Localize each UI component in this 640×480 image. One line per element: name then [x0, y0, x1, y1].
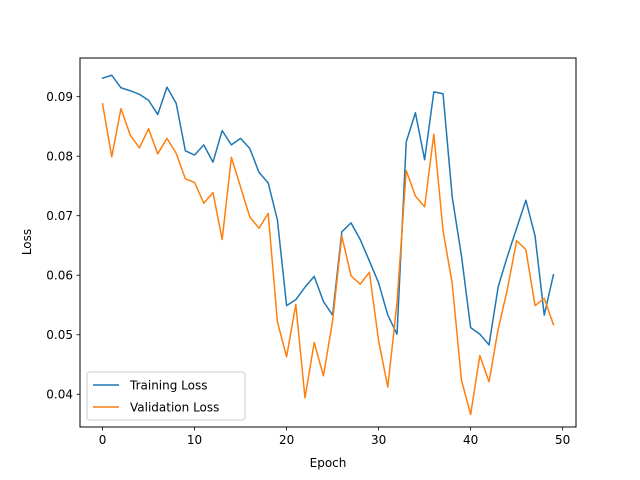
y-axis-label: Loss [20, 229, 34, 255]
x-tick-label: 50 [555, 433, 570, 447]
y-tick-label: 0.05 [46, 328, 73, 342]
series-layer [101, 74, 555, 416]
y-tick-label: 0.08 [46, 150, 73, 164]
legend-label-training-loss: Training Loss [129, 379, 207, 393]
y-tick-label: 0.09 [46, 90, 73, 104]
y-tick-label: 0.04 [46, 388, 73, 402]
legend: Training Loss Validation Loss [86, 371, 246, 421]
x-tick-label: 10 [187, 433, 202, 447]
series-line-training-loss [101, 74, 555, 346]
y-tick-label: 0.07 [46, 209, 73, 223]
x-axis: 0 10 20 30 40 50 [99, 427, 570, 447]
x-tick-label: 20 [279, 433, 294, 447]
x-tick-label: 0 [99, 433, 107, 447]
y-axis: 0.04 0.05 0.06 0.07 0.08 0.09 [46, 90, 80, 402]
plot-frame [79, 57, 577, 428]
legend-label-validation-loss: Validation Loss [130, 401, 219, 415]
x-axis-label: Epoch [310, 456, 347, 470]
x-tick-label: 30 [371, 433, 386, 447]
y-tick-label: 0.06 [46, 269, 73, 283]
legend-box [86, 371, 246, 421]
series-line-validation-loss [101, 102, 555, 416]
x-tick-label: 40 [463, 433, 478, 447]
